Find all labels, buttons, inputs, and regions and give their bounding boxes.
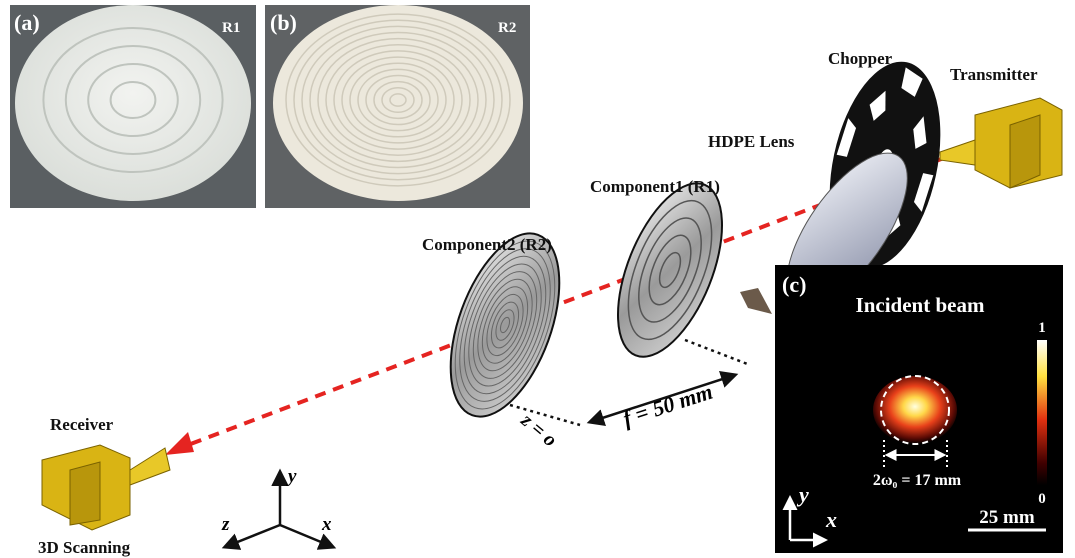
colorbar-max: 1 (1038, 320, 1046, 336)
component1 (597, 169, 744, 371)
panel-label: (c) (782, 272, 806, 297)
focal-label: f = 50 mm (620, 379, 716, 431)
panel-c: (c) Incident beam 2ω₀ = 17 mm 1 0 25 mm … (775, 265, 1063, 553)
scanning-label: 3D Scanning (38, 538, 131, 557)
lens-label: HDPE Lens (708, 132, 795, 151)
panel-title: Incident beam (856, 293, 985, 317)
beam-arrow (165, 432, 194, 455)
transmitter (940, 98, 1062, 188)
ref-line (685, 340, 750, 365)
axes (225, 472, 333, 547)
colorbar (1037, 340, 1047, 485)
panel-label: (a) (14, 10, 40, 35)
beam-width: 2ω₀ = 17 mm (873, 472, 962, 489)
panel-tag: R1 (222, 20, 240, 36)
component1-label: Component1 (R1) (590, 177, 720, 196)
axis-label: x (321, 514, 332, 535)
panel-tag: R2 (498, 20, 516, 36)
receiver (42, 445, 170, 530)
beam-spot (873, 376, 957, 444)
axis-label: x (825, 507, 837, 532)
pointer-arrow (740, 288, 772, 314)
axis-label: z (221, 514, 230, 535)
chopper-label: Chopper (828, 49, 893, 68)
component2-label: Component2 (R2) (422, 235, 552, 254)
panel-label: (b) (270, 10, 297, 35)
axis-label: y (286, 466, 297, 487)
colorbar-min: 0 (1038, 491, 1046, 507)
transmitter-label: Transmitter (950, 65, 1038, 84)
scale-label: 25 mm (979, 507, 1035, 528)
receiver-label: Receiver (50, 415, 114, 434)
photo-b: (b) R2 (265, 5, 530, 208)
figure: (a) R1 (b) R2 Transmitter Chopper HDPE L… (0, 0, 1075, 558)
z-origin-label: z = o (516, 409, 561, 452)
photo-a: (a) R1 (10, 5, 256, 208)
